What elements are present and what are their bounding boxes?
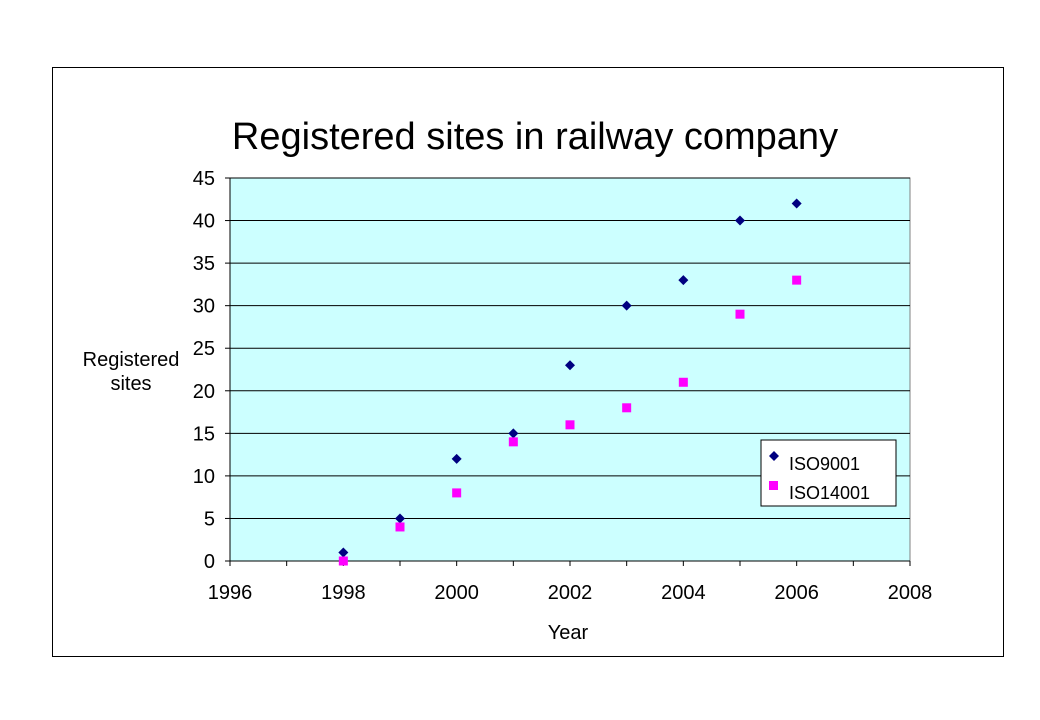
legend-label-iso14001: ISO14001 (789, 483, 870, 503)
x-tick-label-2006: 2006 (774, 582, 819, 604)
x-tick-label-2008: 2008 (888, 582, 933, 604)
y-axis-title-line-2: sites (110, 373, 151, 395)
series-iso9001 (338, 198, 802, 558)
point-iso9001-2004 (678, 275, 689, 286)
chart-frame: Registered sites in railway company 0 5 10… (52, 67, 1004, 657)
grid-lines (230, 177, 910, 519)
x-tick-label-1998: 1998 (321, 582, 366, 604)
x-tick-label-2004: 2004 (661, 582, 706, 604)
point-iso14001-2004 (678, 377, 688, 387)
point-iso14001-1999 (395, 522, 405, 532)
y-tick-label-20: 20 (193, 381, 215, 403)
y-tick-label-0: 0 (204, 551, 215, 573)
point-iso9001-2006 (791, 198, 802, 209)
point-iso14001-1998 (338, 556, 348, 566)
y-tick-label-25: 25 (193, 338, 215, 360)
point-iso9001-1999 (395, 513, 405, 524)
point-iso9001-1998 (338, 547, 349, 558)
point-iso14001-2006 (792, 275, 802, 285)
point-iso14001-2002 (565, 420, 575, 430)
point-iso9001-2003 (621, 300, 632, 311)
point-iso9001-2005 (735, 215, 745, 226)
x-tick-label-2002: 2002 (548, 582, 593, 604)
y-tick-label-15: 15 (193, 423, 215, 445)
legend-label-iso9001: ISO9001 (789, 454, 860, 474)
y-axis-title-line-1: Registered (83, 349, 180, 371)
series-marks (338, 198, 802, 566)
x-tick-labels: 1996 1998 2000 2002 2004 2006 2008 (208, 582, 933, 604)
legend-box (760, 439, 897, 507)
y-tick-labels: 0 5 10 15 20 25 30 35 40 45 (193, 168, 215, 573)
point-iso9001-2000 (451, 453, 462, 464)
y-tick-label-10: 10 (193, 466, 215, 488)
y-tick-label-5: 5 (204, 508, 215, 530)
point-iso9001-2002 (565, 360, 575, 371)
y-tick-label-40: 40 (193, 211, 215, 233)
point-iso9001-2001 (508, 428, 519, 439)
y-tick-label-30: 30 (193, 296, 215, 318)
y-tick-label-35: 35 (193, 253, 215, 275)
chart-title: Registered sites in railway company (232, 116, 838, 158)
point-iso14001-2000 (452, 488, 462, 498)
y-tick-label-45: 45 (193, 168, 215, 190)
x-tick-label-2000: 2000 (434, 582, 479, 604)
legend-marker-iso9001 (769, 451, 779, 461)
legend-marker-iso14001 (769, 481, 778, 490)
x-tick-label-1996: 1996 (208, 582, 253, 604)
legend: ISO9001 ISO14001 (760, 439, 897, 507)
series-iso14001 (338, 275, 802, 566)
x-axis-title: Year (548, 622, 589, 644)
point-iso14001-2001 (508, 437, 518, 447)
point-iso14001-2003 (622, 403, 632, 413)
point-iso14001-2005 (735, 309, 745, 319)
chart-svg: Registered sites in railway company 0 5 10… (83, 116, 933, 644)
